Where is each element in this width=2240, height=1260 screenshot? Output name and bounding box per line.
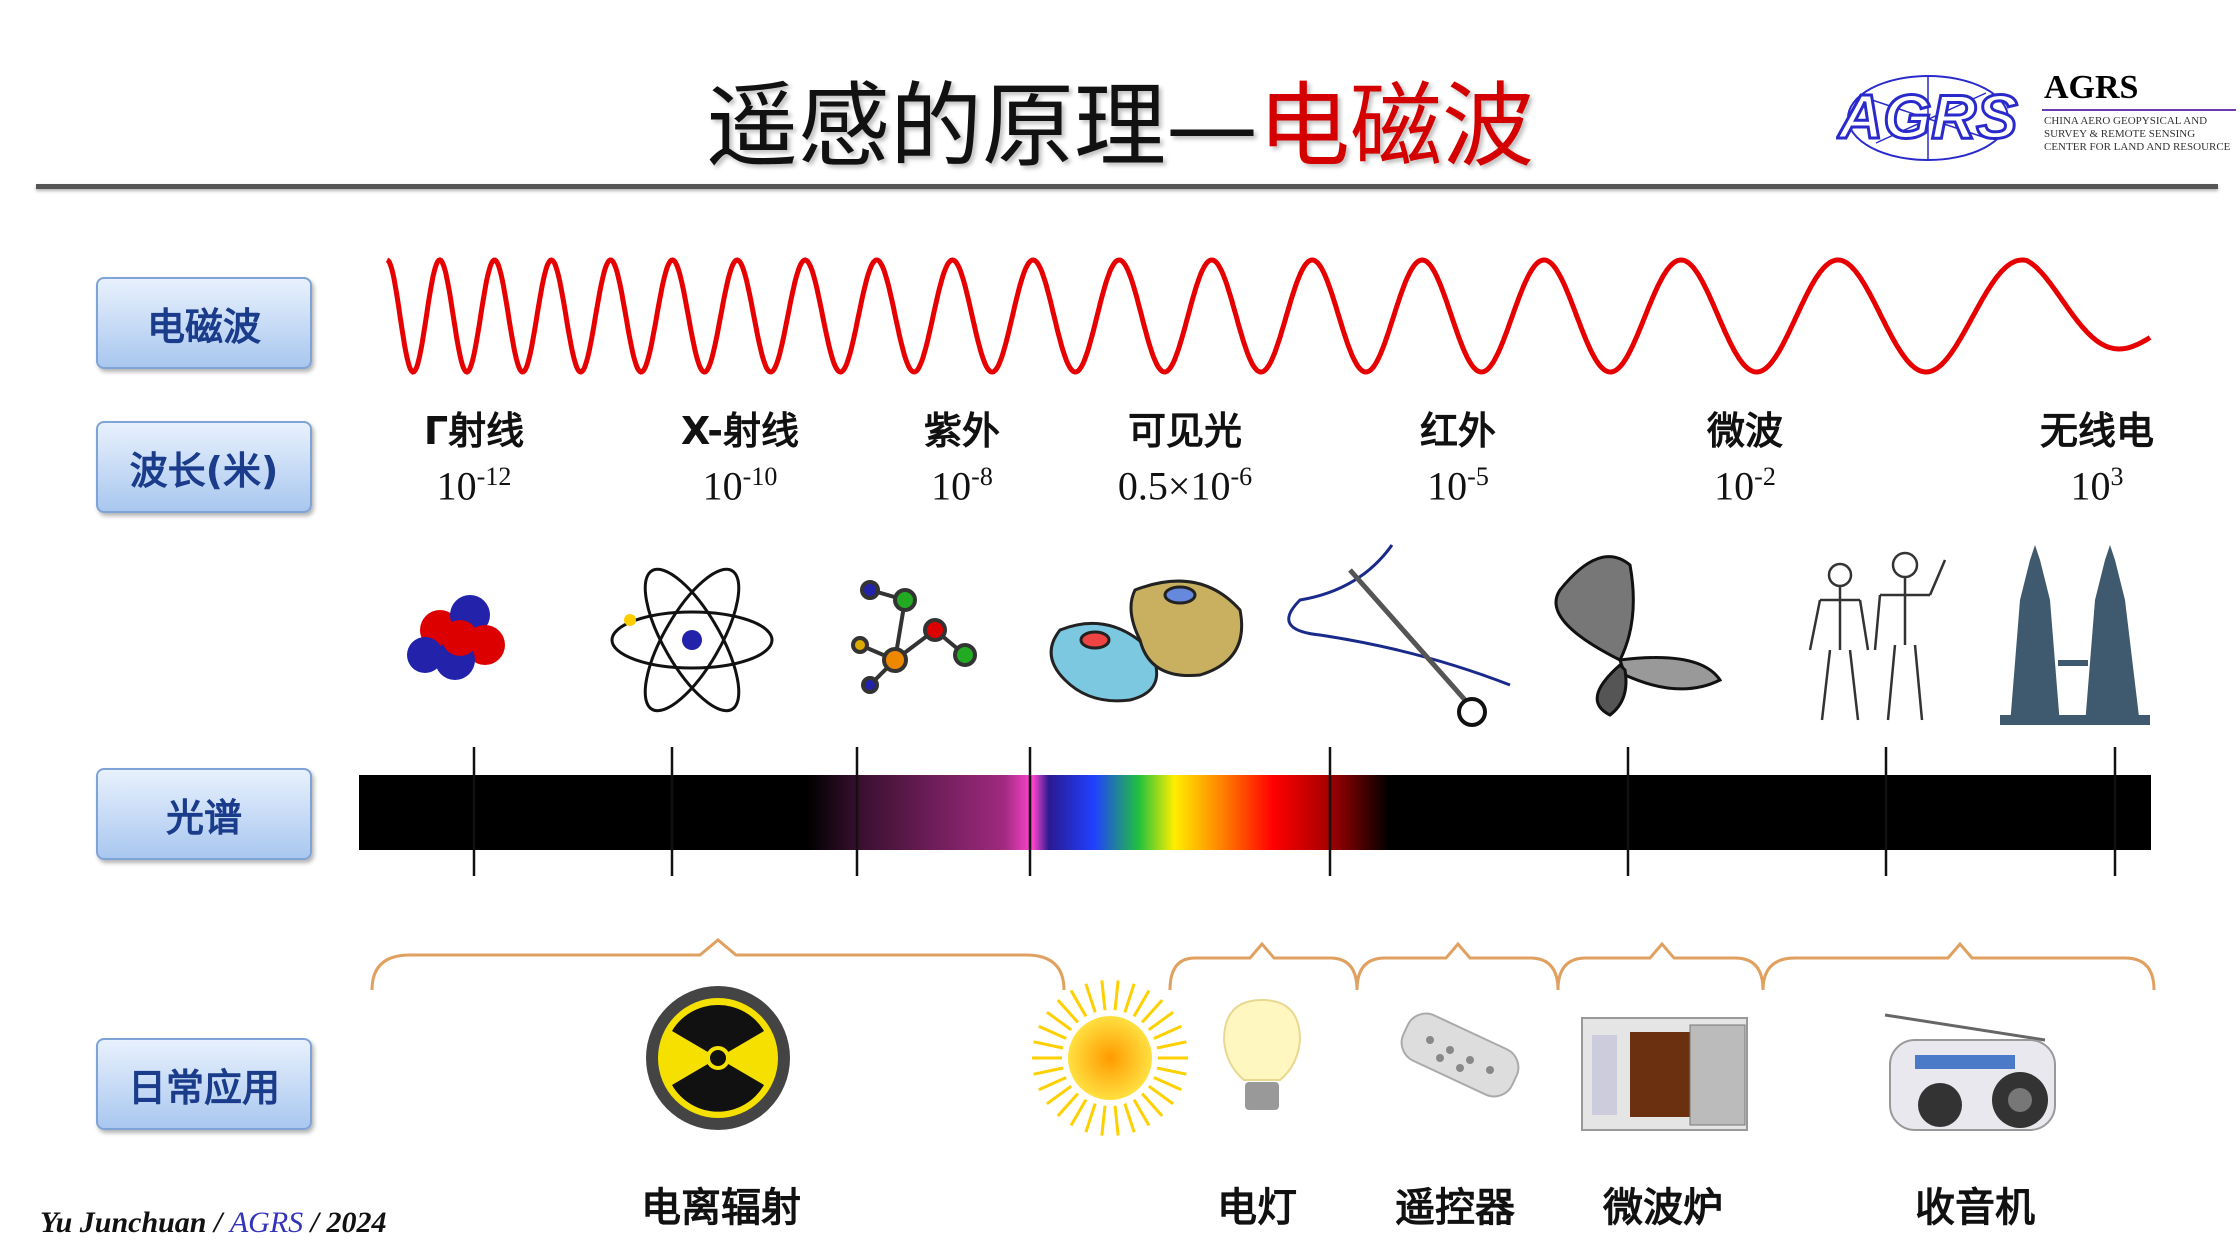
sun-ray xyxy=(1132,1098,1151,1127)
wavelength-exponent: -6 xyxy=(1230,462,1253,491)
needle-icon xyxy=(1287,544,1511,727)
app-label-radio: 收音机 xyxy=(1915,1185,2035,1231)
sun-ray xyxy=(1100,1105,1107,1136)
sun-ray xyxy=(1141,999,1164,1024)
title-divider xyxy=(36,184,2218,189)
sun-ray xyxy=(1069,1098,1088,1127)
sun-ray xyxy=(1153,1076,1182,1092)
sun-ray xyxy=(1147,1085,1174,1106)
title-main: 遥感的原理— xyxy=(705,73,1258,180)
svg-text:CENTER FOR LAND AND RESOURCE: CENTER FOR LAND AND RESOURCE xyxy=(2044,141,2231,153)
footer-year: / 2024 xyxy=(303,1206,387,1239)
app-label-remote-control: 遥控器 xyxy=(1395,1185,1515,1231)
sun-ray xyxy=(1113,980,1120,1011)
sun-ray xyxy=(1113,1105,1120,1136)
sun-ray xyxy=(1056,1092,1079,1117)
sun-ray xyxy=(1056,999,1079,1024)
towers-icon xyxy=(2000,545,2150,725)
band-wavelength: 10-2 xyxy=(1714,462,1776,509)
cell-icon xyxy=(1049,579,1244,703)
wavelength-exponent: -12 xyxy=(476,462,512,491)
molecule-icon xyxy=(851,580,977,694)
wavelength-exponent: -2 xyxy=(1754,462,1776,491)
label-applications: 日常应用 xyxy=(96,1038,312,1130)
butterfly-icon xyxy=(1554,555,1723,717)
radio-icon xyxy=(1884,1013,2056,1131)
sun-ray xyxy=(1132,989,1151,1018)
spectrum-bar xyxy=(359,775,2151,850)
label-spectrum: 光谱 xyxy=(96,768,312,860)
app-label-electric-light: 电灯 xyxy=(1217,1185,1297,1231)
band-wavelength: 10-12 xyxy=(437,462,512,509)
footer-credit: Yu Junchuan / AGRS / 2024 xyxy=(40,1206,387,1240)
wavelength-base: 0.5×10 xyxy=(1117,463,1231,509)
human-figures-icon xyxy=(1808,551,1947,721)
band-name: Γ射线 xyxy=(423,409,525,453)
wavelength-exponent: -10 xyxy=(742,462,778,491)
band-name: 微波 xyxy=(1706,409,1784,453)
microwave-oven-icon xyxy=(1581,1017,1748,1131)
sun-ray xyxy=(1033,1040,1064,1050)
em-wave xyxy=(385,257,2152,375)
sun-ray xyxy=(1153,1024,1182,1040)
sun-ray xyxy=(1156,1040,1187,1050)
wavelength-base: 10 xyxy=(702,463,743,509)
band-name: 无线电 xyxy=(2039,409,2155,453)
sun-ray xyxy=(1046,1085,1073,1106)
svg-text:AGRS: AGRS xyxy=(2044,69,2138,106)
atom-icon xyxy=(610,567,774,713)
range-braces xyxy=(370,938,2156,991)
sun-ray xyxy=(1084,983,1097,1013)
label-wavelength: 波长(米) xyxy=(96,421,312,513)
sun-icon xyxy=(1032,980,1188,1136)
sun-ray xyxy=(1123,983,1136,1013)
band-name: X-射线 xyxy=(681,409,799,453)
agrs-logo: AGRS AGRS CHINA AERO GEOPYSICAL AND SURV… xyxy=(1835,68,2236,172)
wavelength-base: 10 xyxy=(931,463,972,509)
sun-ray xyxy=(1100,980,1107,1011)
wavelength-base: 10 xyxy=(2070,463,2111,509)
wavelength-exponent: -8 xyxy=(971,462,993,491)
band-wavelength: 0.5×10-6 xyxy=(1118,462,1252,509)
sun-ray xyxy=(1147,1010,1174,1031)
band-name: 红外 xyxy=(1419,409,1497,453)
sun-ray xyxy=(1141,1092,1164,1117)
sun-ray xyxy=(1156,1066,1187,1076)
svg-text:AGRS: AGRS xyxy=(1836,83,2017,152)
sun-ray xyxy=(1069,989,1088,1018)
title-highlight: 电磁波 xyxy=(1258,73,1535,180)
band-wavelength: 10-8 xyxy=(931,462,993,509)
app-label-ionizing-radiation: 电离辐射 xyxy=(641,1185,801,1231)
svg-text:SURVEY & REMOTE SENSING: SURVEY & REMOTE SENSING xyxy=(2044,128,2195,140)
band-wavelength: 10-5 xyxy=(1427,462,1489,509)
sun-ray xyxy=(1038,1024,1067,1040)
remote-control-icon xyxy=(1400,1012,1520,1098)
sun-ray xyxy=(1046,1010,1073,1031)
footer-org: AGRS xyxy=(229,1206,304,1239)
radiation-icon xyxy=(646,986,790,1130)
page-title: 遥感的原理—电磁波 xyxy=(0,52,2240,185)
band-name: 可见光 xyxy=(1127,409,1243,453)
sun-ray xyxy=(1033,1066,1064,1076)
wavelength-exponent: 3 xyxy=(2110,462,2124,491)
footer-author: Yu Junchuan / xyxy=(40,1206,230,1239)
atomic-nucleus-icon xyxy=(407,595,505,680)
sun-ray xyxy=(1038,1076,1067,1092)
band-wavelength: 10-10 xyxy=(703,462,778,509)
svg-text:CHINA AERO GEOPYSICAL AND: CHINA AERO GEOPYSICAL AND xyxy=(2044,115,2207,127)
app-label-microwave-oven: 微波炉 xyxy=(1603,1185,1723,1231)
band-wavelength: 103 xyxy=(2071,462,2124,509)
sun-ray xyxy=(1123,1103,1136,1133)
sun-ray xyxy=(1084,1103,1097,1133)
wavelength-base: 10 xyxy=(1427,463,1468,509)
band-name: 紫外 xyxy=(923,409,1001,453)
light-bulb-icon xyxy=(1222,998,1302,1110)
label-wave: 电磁波 xyxy=(96,277,312,369)
wavelength-base: 10 xyxy=(1714,463,1755,509)
wavelength-base: 10 xyxy=(436,463,477,509)
wavelength-exponent: -5 xyxy=(1467,462,1489,491)
